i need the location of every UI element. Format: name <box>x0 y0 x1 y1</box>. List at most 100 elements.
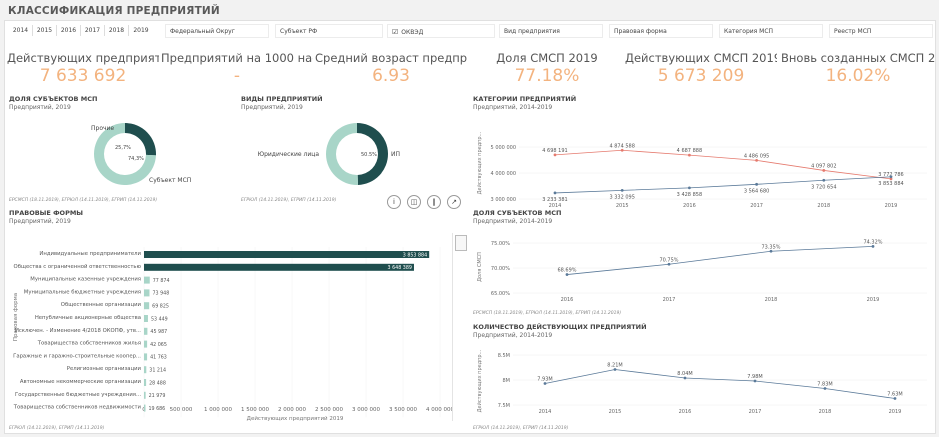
bar[interactable] <box>144 315 148 322</box>
filter-msp-category[interactable]: Категория МСП <box>719 24 823 38</box>
year-button-2016[interactable]: 2016 <box>57 25 81 36</box>
donut2-slice-1[interactable] <box>325 123 358 185</box>
donut1-slice-0[interactable] <box>125 123 156 156</box>
msp-share-line-chart: Доля СМСП 75.00% 70.00% 65.00% 2016 2017 2018… <box>477 239 927 303</box>
data-point[interactable] <box>565 273 569 276</box>
x-tick-label: 3 500 000 <box>389 407 417 413</box>
data-point[interactable] <box>620 148 624 152</box>
panel-title-msp-share-trend: ДОЛЯ СУБЪЕКТОВ МСП <box>473 209 562 217</box>
data-point[interactable] <box>688 186 691 190</box>
x-tick-label: 2017 <box>749 409 762 415</box>
legal-forms-bar-chart: Правовая форма Действующих предприятий 2… <box>13 247 453 422</box>
bar[interactable] <box>144 353 148 361</box>
year-button-2015[interactable]: 2015 <box>33 25 57 36</box>
data-point[interactable] <box>553 153 557 157</box>
data-point[interactable] <box>755 182 758 186</box>
panel-title-legal-forms: ПРАВОВЫЕ ФОРМЫ <box>9 209 84 217</box>
donut2-value-legal: 49.5% <box>337 152 353 158</box>
kpi-value-smsp-share: 77.18% <box>514 66 580 86</box>
data-point[interactable] <box>613 368 617 371</box>
data-point[interactable] <box>553 191 557 195</box>
data-point[interactable] <box>871 245 875 248</box>
data-point[interactable] <box>688 153 691 157</box>
data-point[interactable] <box>620 188 624 192</box>
x-tick-label: 2019 <box>885 203 898 209</box>
category-label: Товарищества собственников жилья <box>37 341 141 347</box>
bar[interactable] <box>144 251 430 258</box>
bar[interactable] <box>144 302 150 310</box>
year-button-2014[interactable]: 2014 <box>9 25 33 36</box>
filter-msp-registry[interactable]: Реестр МСП <box>829 24 933 38</box>
expand-icon[interactable]: ↗ <box>447 195 461 209</box>
msp-share-donut-chart: Прочие Субъект МСП 25,7% 74,3% <box>91 123 191 185</box>
data-point[interactable] <box>823 387 827 390</box>
data-point[interactable] <box>822 169 826 172</box>
bar-value-label: 3 853 884 <box>403 252 427 258</box>
source-msp-share: ЕРСМСП (18.11.2019), ЕГРЮЛ (14.11.2019),… <box>9 198 158 203</box>
data-label: 7.63M <box>887 392 902 398</box>
data-point[interactable] <box>822 178 826 182</box>
panel-title-enterprise-types: ВИДЫ ПРЕДПРИЯТИЙ <box>241 95 323 103</box>
panel-subtitle-msp-share-trend: Предприятий, 2014-2019 <box>473 218 553 225</box>
data-label: 8.21M <box>607 363 622 369</box>
data-point[interactable] <box>889 177 893 181</box>
bar[interactable] <box>144 276 150 284</box>
y-tick-label: 65.00% <box>491 291 510 297</box>
x-tick-label: 4 000 000 <box>426 407 453 413</box>
data-label: 7.83M <box>817 382 832 388</box>
data-label: 3 853 884 <box>878 181 903 187</box>
year-button-2018[interactable]: 2018 <box>105 25 129 36</box>
category-label: Общества с ограниченной ответственностью <box>14 263 142 270</box>
kpi-value-new-smsp: 16.02% <box>825 66 891 86</box>
category-label: Муниципальные казенные учреждения <box>30 277 141 283</box>
data-point[interactable] <box>753 379 757 383</box>
filter-okved[interactable]: ОКВЭД <box>387 24 495 38</box>
data-point[interactable] <box>769 249 773 253</box>
filter-legal-form[interactable]: Правовая форма <box>609 24 713 38</box>
data-point[interactable] <box>667 262 671 266</box>
bar-value-label: 53 449 <box>151 316 168 322</box>
bar[interactable] <box>144 404 146 412</box>
series-line-0 <box>566 246 874 275</box>
filter-federal-district[interactable]: Федеральный Округ <box>165 24 269 38</box>
data-point[interactable] <box>683 376 687 380</box>
year-button-2019[interactable]: 2019 <box>133 27 149 34</box>
y-tick-label: 70.00% <box>491 266 510 272</box>
legal-forms-scrollbar[interactable] <box>452 233 468 421</box>
bar[interactable] <box>144 391 146 399</box>
data-point[interactable] <box>755 158 758 162</box>
bar[interactable] <box>144 379 147 386</box>
x-tick-label: 500 000 <box>170 407 193 413</box>
main-panel: 2014 2015 2016 2017 2018 2019 Федеральны… <box>4 20 936 434</box>
year-button-2017[interactable]: 2017 <box>81 25 105 36</box>
legal-forms-scroll-thumb[interactable] <box>455 235 467 251</box>
x-tick-label: 2018 <box>817 203 830 209</box>
bar[interactable] <box>144 366 147 374</box>
filter-enterprise-type[interactable]: Вид предприятия <box>499 24 603 38</box>
bar[interactable] <box>144 327 148 335</box>
info-icon[interactable]: i <box>387 195 401 209</box>
filter-subject-rf[interactable]: Субъект РФ <box>275 24 383 38</box>
x-tick-label: 2016 <box>679 409 692 415</box>
donut2-value-ip: 50.5% <box>361 152 377 158</box>
kpi-value-active: 7 633 692 <box>39 66 127 86</box>
camera-icon[interactable]: ◫ <box>407 195 421 209</box>
enterprise-types-donut-chart: Юридические лица ИП 49.5% 50.5% <box>258 123 400 185</box>
data-label: 8.04M <box>677 371 692 377</box>
donut1-slice-1[interactable] <box>94 123 156 185</box>
data-point[interactable] <box>543 382 547 385</box>
x-tick-label: 1 000 000 <box>204 407 232 413</box>
y-tick-label: 4 000 000 <box>491 171 516 177</box>
donut2-slice-0[interactable] <box>357 123 388 185</box>
bar[interactable] <box>144 340 148 348</box>
category-label: Муниципальные бюджетные учреждения <box>24 289 141 295</box>
data-label: 3 772 786 <box>878 172 903 178</box>
x-tick-label: 2018 <box>765 297 778 303</box>
settings-icon[interactable]: ‖ <box>427 195 441 209</box>
data-point[interactable] <box>889 175 893 179</box>
bar[interactable] <box>144 289 150 297</box>
categories-line-chart: Действующих предпр... 5 000 000 4 000 000… <box>476 131 927 209</box>
bar[interactable] <box>144 263 414 271</box>
data-point[interactable] <box>893 397 897 400</box>
y-tick-label: 8M <box>503 378 511 384</box>
